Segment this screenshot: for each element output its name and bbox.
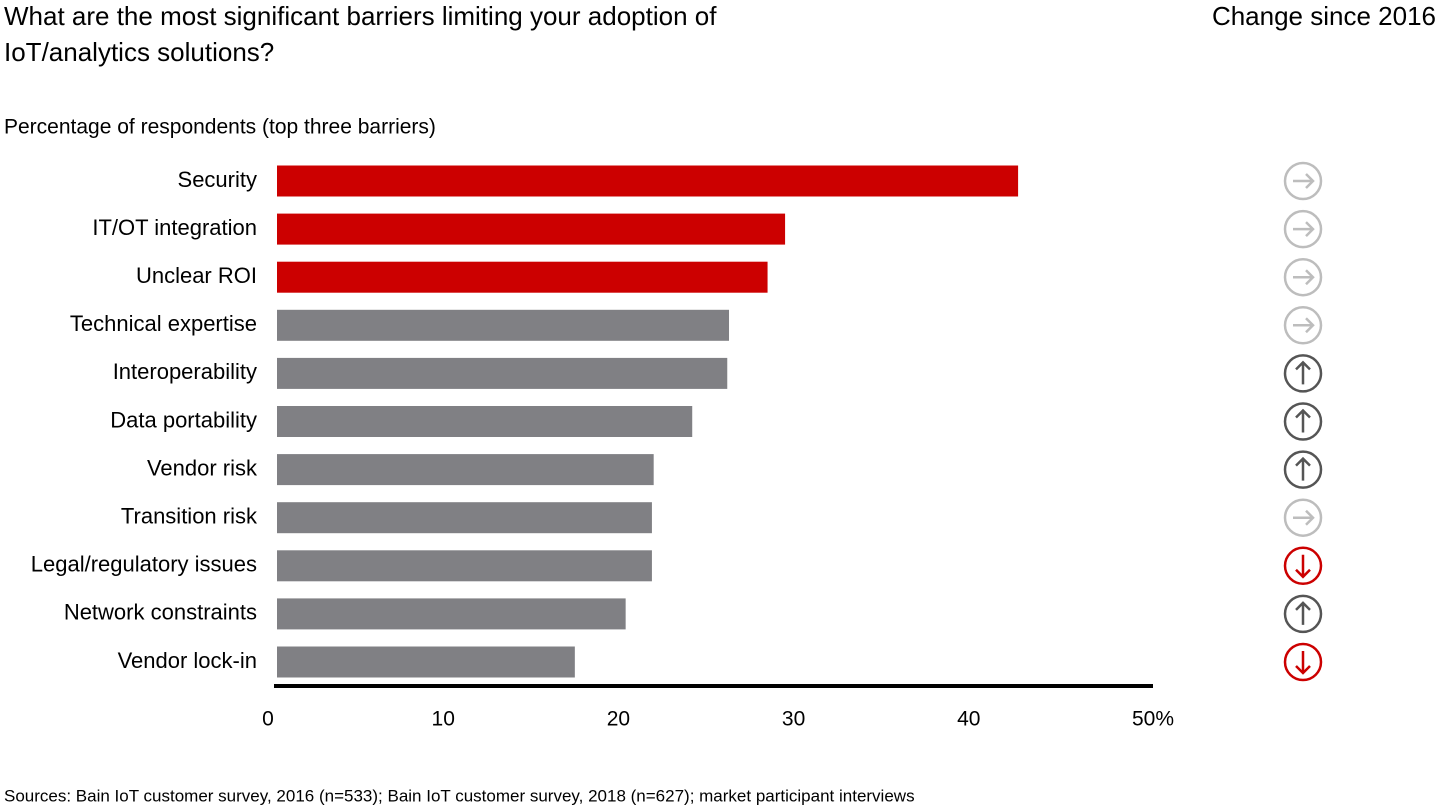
category-label: Security (178, 167, 257, 192)
category-label: IT/OT integration (92, 215, 257, 240)
change-icon (1283, 642, 1323, 682)
bar (277, 309, 730, 341)
change-circle (1283, 594, 1323, 634)
change-circle (1283, 257, 1323, 297)
change-icon (1283, 402, 1323, 441)
change-arrow (1295, 651, 1311, 675)
x-tick-label: 40 (957, 708, 980, 731)
category-label: Technical expertise (70, 311, 257, 336)
bar (277, 454, 654, 486)
change-arrow (1293, 269, 1315, 286)
change-arrow (1293, 317, 1315, 334)
change-arrow (1295, 554, 1311, 579)
change-circle (1283, 306, 1323, 345)
bar (277, 357, 728, 389)
category-label: Network constraints (64, 600, 257, 625)
x-tick-label: 30 (782, 708, 805, 731)
category-label: Unclear ROI (136, 263, 257, 288)
change-arrow (1293, 509, 1315, 526)
category-label: Vendor risk (147, 455, 258, 480)
chart-title: What are the most significant barriers l… (4, 1, 717, 67)
x-tick-label: 10 (432, 708, 455, 731)
bar (277, 406, 693, 437)
change-icon (1283, 306, 1323, 345)
bar (277, 165, 1019, 197)
change-arrow (1295, 408, 1311, 433)
change-arrow (1293, 173, 1315, 189)
change-icon (1283, 354, 1323, 393)
change-icon (1283, 209, 1323, 249)
bar (277, 261, 768, 293)
change-icon (1283, 546, 1323, 586)
category-label: Vendor lock-in (118, 648, 257, 673)
change-circle (1283, 354, 1323, 393)
change-icon (1283, 498, 1323, 537)
change-circle (1283, 498, 1323, 537)
change-arrow (1293, 221, 1315, 237)
change-circle (1283, 642, 1323, 682)
category-label: Legal/regulatory issues (31, 552, 257, 577)
change-icon (1283, 450, 1323, 489)
change-circle (1283, 209, 1323, 249)
bar (277, 646, 575, 678)
category-label: Data portability (110, 407, 257, 432)
change-arrow (1295, 601, 1311, 625)
bar (277, 550, 652, 582)
x-tick-label: 20 (607, 708, 630, 731)
change-header: Change since 2016 (1212, 1, 1436, 31)
change-arrow (1295, 360, 1311, 385)
bar (277, 598, 626, 630)
change-circle (1283, 450, 1323, 489)
change-circle (1283, 161, 1323, 201)
subtitle: Percentage of respondents (top three bar… (4, 116, 436, 139)
source: Sources: Bain IoT customer survey, 2016 … (4, 786, 915, 805)
x-tick-label: 50% (1132, 708, 1174, 731)
change-icon (1283, 594, 1323, 634)
change-icon (1283, 161, 1323, 201)
category-label: Interoperability (113, 359, 257, 384)
bar (277, 213, 786, 245)
change-icon (1283, 257, 1323, 297)
change-circle (1283, 402, 1323, 441)
change-circle (1283, 546, 1323, 586)
x-tick-label: 0 (262, 708, 274, 731)
change-arrow (1295, 456, 1311, 481)
category-label: Transition risk (121, 504, 258, 529)
bar (277, 502, 652, 534)
